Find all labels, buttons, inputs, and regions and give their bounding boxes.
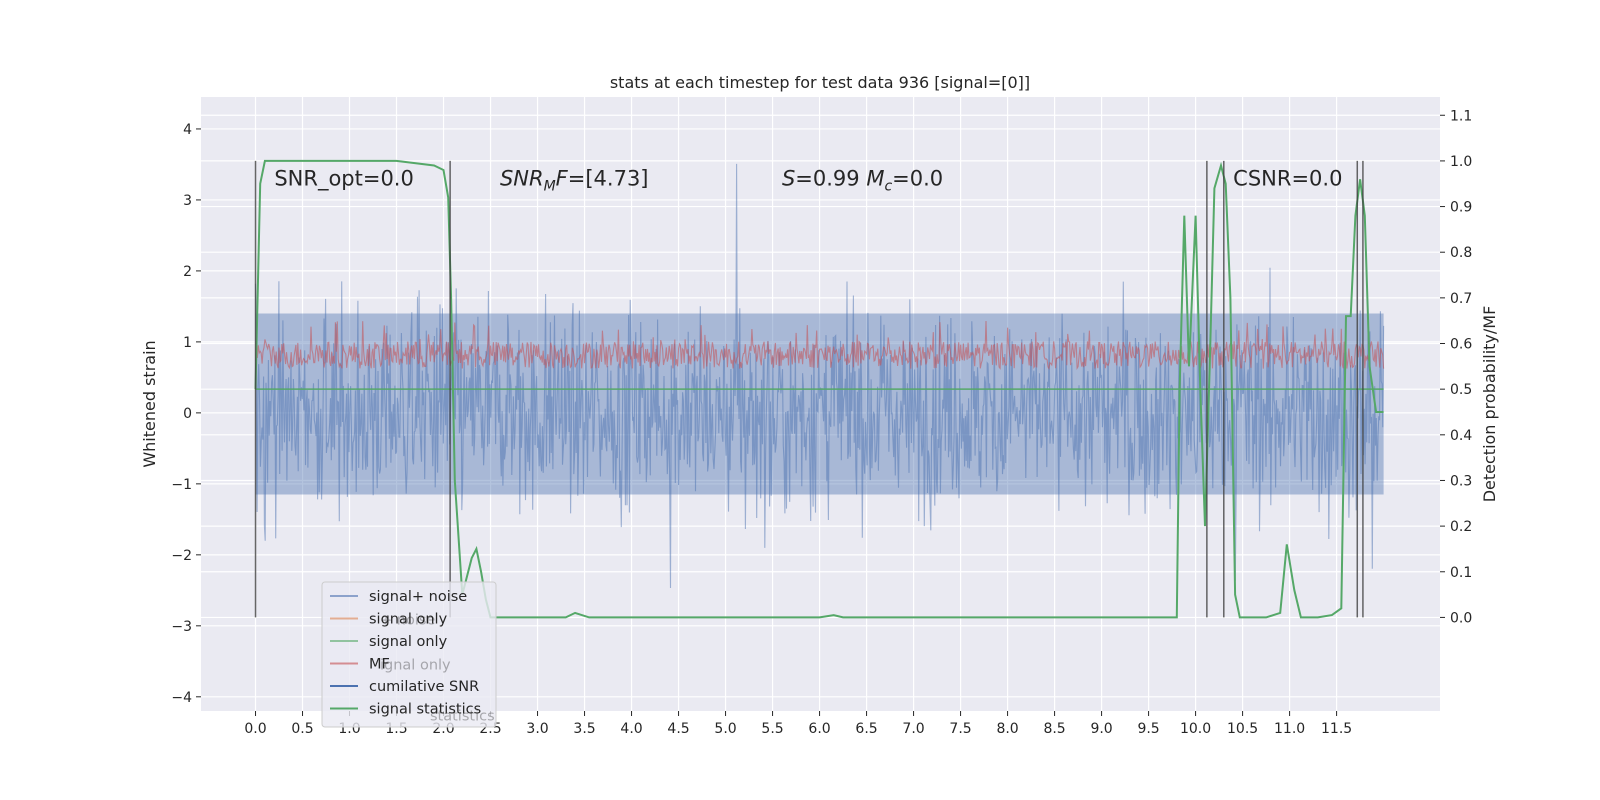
y2-tick-label: 0.7 bbox=[1450, 291, 1472, 307]
annotation-span: =0.0 bbox=[892, 167, 943, 191]
y2-tick-label: 1.0 bbox=[1450, 154, 1472, 170]
x-tick-label: 5.5 bbox=[761, 721, 783, 737]
x-tick-label: 10.0 bbox=[1180, 721, 1211, 737]
y-tick-label: 4 bbox=[183, 122, 192, 138]
y-tick-label: 0 bbox=[183, 406, 192, 422]
series-signal-plus-noise bbox=[254, 163, 1385, 589]
x-tick-label: 0.0 bbox=[244, 721, 266, 737]
x-tick-label: 6.5 bbox=[855, 721, 877, 737]
x-tick-label: 5.0 bbox=[714, 721, 736, 737]
x-tick-label: 7.5 bbox=[949, 721, 971, 737]
y2-tick-label: 0.0 bbox=[1450, 610, 1472, 626]
signal-plus-noise-line bbox=[254, 163, 1385, 589]
y2-tick-label: 0.8 bbox=[1450, 245, 1472, 261]
y2-tick-label: 0.6 bbox=[1450, 337, 1472, 353]
x-tick-label: 8.0 bbox=[996, 721, 1018, 737]
legend-label: signal only bbox=[369, 634, 448, 650]
x-tick-label: 0.5 bbox=[291, 721, 313, 737]
x-tick-label: 11.5 bbox=[1321, 721, 1352, 737]
x-tick-label: 9.5 bbox=[1137, 721, 1159, 737]
y2-tick-label: 0.3 bbox=[1450, 473, 1472, 489]
y2-tick-label: 0.4 bbox=[1450, 428, 1472, 444]
x-tick-label: 3.0 bbox=[526, 721, 548, 737]
y2-axis-label: Detection probability/MF bbox=[1480, 306, 1499, 503]
x-tick-label: 8.5 bbox=[1043, 721, 1065, 737]
y-axis-ticks: −4 −3 −2 −1 0 1 2 3 4 bbox=[171, 122, 201, 706]
y2-axis-ticks: 0.0 0.1 0.2 0.3 0.4 0.5 0.6 0.7 0.8 0.9 1.0 1.1 bbox=[1440, 108, 1472, 626]
x-tick-label: 7.0 bbox=[902, 721, 924, 737]
annotation-span: M bbox=[866, 167, 884, 191]
x-tick-label: 3.5 bbox=[573, 721, 595, 737]
annotations: SNR_opt=0.0 SNRMF=[4.73] S=0.99 Mc=0.0 CSNR… bbox=[274, 167, 1342, 195]
vertical-markers bbox=[254, 160, 1364, 618]
x-tick-label: 10.5 bbox=[1227, 721, 1258, 737]
y2-tick-label: 0.9 bbox=[1450, 200, 1472, 216]
y-tick-label: −2 bbox=[171, 548, 192, 564]
y2-tick-label: 0.5 bbox=[1450, 382, 1472, 398]
y-tick-label: 2 bbox=[183, 264, 192, 280]
chart-title: stats at each timestep for test data 936… bbox=[610, 73, 1030, 92]
annotation-text: S=0.99 Mc=0.0 bbox=[782, 167, 943, 195]
y-tick-label: −4 bbox=[171, 690, 192, 706]
series-mf bbox=[254, 320, 1385, 371]
x-tick-label: 6.0 bbox=[808, 721, 830, 737]
annotation-span: M bbox=[544, 179, 556, 195]
annotation-text: CSNR=0.0 bbox=[1233, 167, 1342, 191]
y2-tick-label: 0.2 bbox=[1450, 519, 1472, 535]
annotation-span: SNR_opt=0.0 bbox=[274, 167, 414, 192]
x-tick-label: 9.0 bbox=[1090, 721, 1112, 737]
y-tick-label: −1 bbox=[171, 477, 192, 493]
legend-label: MF bbox=[369, 657, 390, 673]
annotation-span: S bbox=[782, 167, 795, 191]
series-signal-statistics bbox=[254, 159, 1384, 619]
x-tick-label: 4.0 bbox=[620, 721, 642, 737]
legend: + noise ignal only statistics signal+ noise… bbox=[321, 581, 497, 728]
x-tick-label: 11.0 bbox=[1274, 721, 1305, 737]
mf-line bbox=[254, 320, 1385, 371]
x-axis-ticks: 0.0 0.5 1.0 1.5 2.0 2.5 3.0 3.5 4.0 4.5 5.0 5.5 6.0 6… bbox=[244, 711, 1352, 737]
legend-ghost-text: + noise bbox=[380, 613, 435, 629]
y2-tick-label: 0.1 bbox=[1450, 565, 1472, 581]
y-tick-label: −3 bbox=[171, 619, 192, 635]
annotation-span: F bbox=[556, 167, 569, 191]
y-axis-label: Whitened strain bbox=[140, 340, 159, 467]
legend-ghost-text: statistics bbox=[430, 709, 495, 725]
x-tick-label: 4.5 bbox=[667, 721, 689, 737]
legend-ghost-text: ignal only bbox=[380, 658, 451, 674]
annotation-text: SNR_opt=0.0 bbox=[274, 167, 414, 192]
legend-box bbox=[321, 581, 497, 728]
annotation-span: =[4.73] bbox=[568, 167, 649, 191]
annotation-text: SNRMF=[4.73] bbox=[500, 167, 649, 195]
annotation-span: SNR bbox=[500, 167, 544, 191]
annotation-span: =0.99 bbox=[795, 167, 866, 191]
legend-label: signal statistics bbox=[369, 702, 481, 718]
annotation-span: CSNR=0.0 bbox=[1233, 167, 1342, 191]
y2-tick-label: 1.1 bbox=[1450, 108, 1472, 124]
annotation-span: c bbox=[884, 179, 892, 195]
y-tick-label: 3 bbox=[183, 193, 192, 209]
signal-statistics-line bbox=[254, 159, 1384, 619]
legend-label: signal+ noise bbox=[369, 589, 467, 605]
signal-plus-noise-band bbox=[255, 313, 1384, 495]
legend-label: cumilative SNR bbox=[369, 679, 479, 695]
y-tick-label: 1 bbox=[183, 335, 192, 351]
legend-label: signal only bbox=[369, 612, 448, 628]
